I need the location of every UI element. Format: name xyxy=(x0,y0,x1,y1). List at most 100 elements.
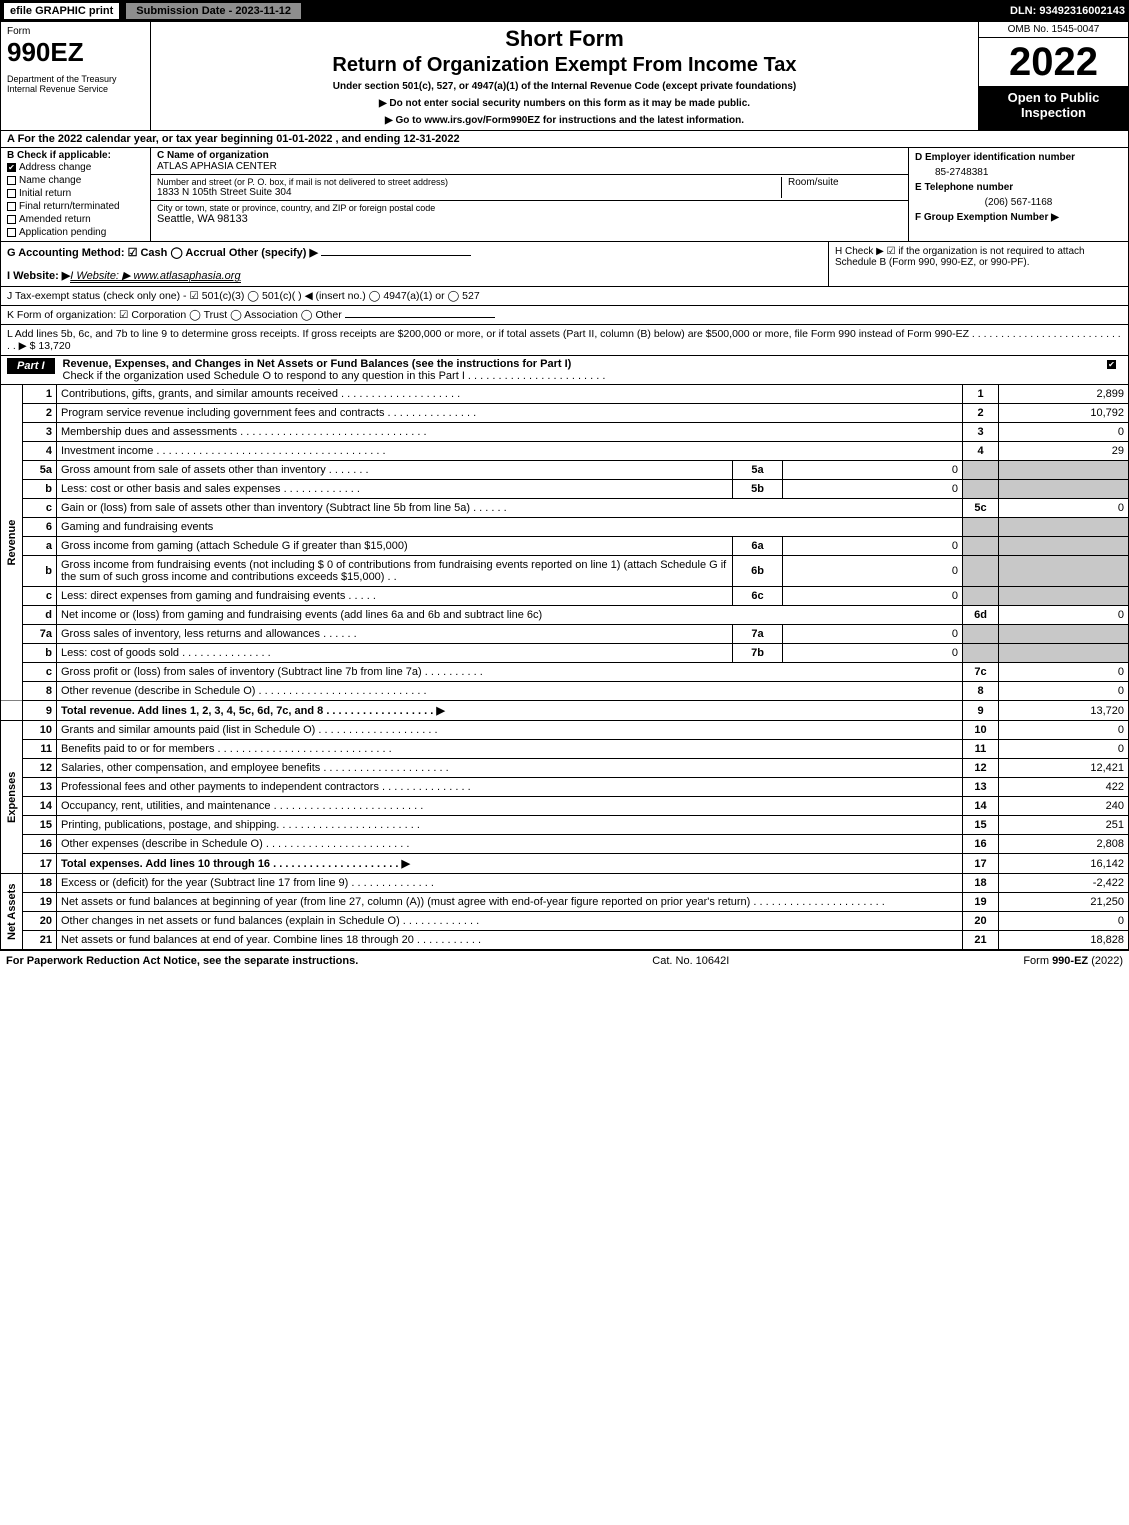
footer-cat: Cat. No. 10642I xyxy=(652,955,729,967)
row-rn: 7c xyxy=(963,663,999,682)
room-suite-label: Room/suite xyxy=(782,177,902,198)
row-val xyxy=(999,556,1129,587)
row-rn: 3 xyxy=(963,423,999,442)
chk-amended[interactable]: Amended return xyxy=(7,213,144,226)
row-val xyxy=(999,537,1129,556)
part1-label: Part I xyxy=(7,358,55,374)
row-num: 14 xyxy=(23,797,57,816)
dln: DLN: 93492316002143 xyxy=(1010,5,1125,17)
open-inspection: Open to Public Inspection xyxy=(979,86,1128,130)
row-val xyxy=(999,480,1129,499)
chk-pending[interactable]: Application pending xyxy=(7,226,144,239)
row-desc: Membership dues and assessments . . . . … xyxy=(57,423,963,442)
goto-link[interactable]: ▶ Go to www.irs.gov/Form990EZ for instru… xyxy=(159,115,970,126)
row-val: -2,422 xyxy=(999,874,1129,893)
row-val: 0 xyxy=(999,740,1129,759)
row-val: 18,828 xyxy=(999,931,1129,950)
row-rn: 14 xyxy=(963,797,999,816)
mid-val: 0 xyxy=(783,625,963,644)
line-i: I Website: ▶I Website: ▶ www.atlasaphasi… xyxy=(7,269,822,282)
chk-address-change[interactable]: ✔Address change xyxy=(7,161,144,174)
row-desc: Net income or (loss) from gaming and fun… xyxy=(57,606,963,625)
row-rn xyxy=(963,461,999,480)
row-desc: Gross sales of inventory, less returns a… xyxy=(57,625,733,644)
row-num: 4 xyxy=(23,442,57,461)
row-rn xyxy=(963,587,999,606)
row-num: 3 xyxy=(23,423,57,442)
footer: For Paperwork Reduction Act Notice, see … xyxy=(0,950,1129,971)
row-val: 12,421 xyxy=(999,759,1129,778)
row-num: 2 xyxy=(23,404,57,423)
row-rn: 1 xyxy=(963,385,999,404)
row-desc: Net assets or fund balances at end of ye… xyxy=(57,931,963,950)
row-val xyxy=(999,625,1129,644)
row-desc: Excess or (deficit) for the year (Subtra… xyxy=(57,874,963,893)
row-val: 0 xyxy=(999,499,1129,518)
row-desc: Gross income from gaming (attach Schedul… xyxy=(57,537,733,556)
line-g: G Accounting Method: ☑ Cash ◯ Accrual Ot… xyxy=(7,246,822,259)
row-rn: 11 xyxy=(963,740,999,759)
row-rn: 10 xyxy=(963,721,999,740)
chk-initial-return[interactable]: Initial return xyxy=(7,187,144,200)
row-rn: 15 xyxy=(963,816,999,835)
row-val: 29 xyxy=(999,442,1129,461)
row-num: a xyxy=(23,537,57,556)
short-form-title: Short Form xyxy=(159,26,970,52)
row-val: 16,142 xyxy=(999,854,1129,874)
phone: (206) 567-1168 xyxy=(915,195,1122,210)
mid-num: 5b xyxy=(733,480,783,499)
row-val xyxy=(999,587,1129,606)
row-rn xyxy=(963,518,999,537)
line-h: H Check ▶ ☑ if the organization is not r… xyxy=(828,242,1128,286)
d-label: D Employer identification number xyxy=(915,150,1122,165)
mid-val: 0 xyxy=(783,587,963,606)
row-num: 16 xyxy=(23,835,57,854)
col-b: B Check if applicable: ✔Address change N… xyxy=(1,148,151,241)
efile-link[interactable]: efile GRAPHIC print xyxy=(4,3,119,19)
row-rn: 21 xyxy=(963,931,999,950)
mid-val: 0 xyxy=(783,461,963,480)
row-desc: Less: cost of goods sold . . . . . . . .… xyxy=(57,644,733,663)
under-section: Under section 501(c), 527, or 4947(a)(1)… xyxy=(159,81,970,92)
row-desc: Gross profit or (loss) from sales of inv… xyxy=(57,663,963,682)
row-desc: Total revenue. Add lines 1, 2, 3, 4, 5c,… xyxy=(57,701,963,721)
row-rn: 12 xyxy=(963,759,999,778)
row-gh: G Accounting Method: ☑ Cash ◯ Accrual Ot… xyxy=(0,242,1129,287)
row-val: 2,808 xyxy=(999,835,1129,854)
row-num: 19 xyxy=(23,893,57,912)
line-l: L Add lines 5b, 6c, and 7b to line 9 to … xyxy=(0,325,1129,356)
chk-name-change[interactable]: Name change xyxy=(7,174,144,187)
row-desc: Less: direct expenses from gaming and fu… xyxy=(57,587,733,606)
revenue-side: Revenue xyxy=(1,385,23,701)
c-name-label: C Name of organization xyxy=(157,150,902,161)
top-bar: efile GRAPHIC print Submission Date - 20… xyxy=(0,0,1129,22)
row-desc: Other revenue (describe in Schedule O) .… xyxy=(57,682,963,701)
chk-final-return[interactable]: Final return/terminated xyxy=(7,200,144,213)
row-val: 0 xyxy=(999,682,1129,701)
row-rn xyxy=(963,480,999,499)
row-desc: Grants and similar amounts paid (list in… xyxy=(57,721,963,740)
row-num: 5a xyxy=(23,461,57,480)
row-rn: 17 xyxy=(963,854,999,874)
netassets-side: Net Assets xyxy=(1,874,23,950)
mid-num: 6a xyxy=(733,537,783,556)
row-num: b xyxy=(23,556,57,587)
row-desc: Gain or (loss) from sale of assets other… xyxy=(57,499,963,518)
form-header: Form 990EZ Department of the Treasury In… xyxy=(0,22,1129,131)
row-val: 2,899 xyxy=(999,385,1129,404)
ein: 85-2748381 xyxy=(915,165,1122,180)
row-rn xyxy=(963,625,999,644)
part1-check[interactable]: ✔ xyxy=(1107,360,1116,369)
row-rn xyxy=(963,537,999,556)
row-val: 0 xyxy=(999,912,1129,931)
row-num: 20 xyxy=(23,912,57,931)
row-val: 21,250 xyxy=(999,893,1129,912)
row-desc: Occupancy, rent, utilities, and maintena… xyxy=(57,797,963,816)
row-val: 0 xyxy=(999,606,1129,625)
row-rn: 4 xyxy=(963,442,999,461)
dept-label: Department of the Treasury Internal Reve… xyxy=(7,74,144,94)
section-bcd: B Check if applicable: ✔Address change N… xyxy=(0,148,1129,242)
row-num: 10 xyxy=(23,721,57,740)
row-rn: 9 xyxy=(963,701,999,721)
mid-val: 0 xyxy=(783,537,963,556)
